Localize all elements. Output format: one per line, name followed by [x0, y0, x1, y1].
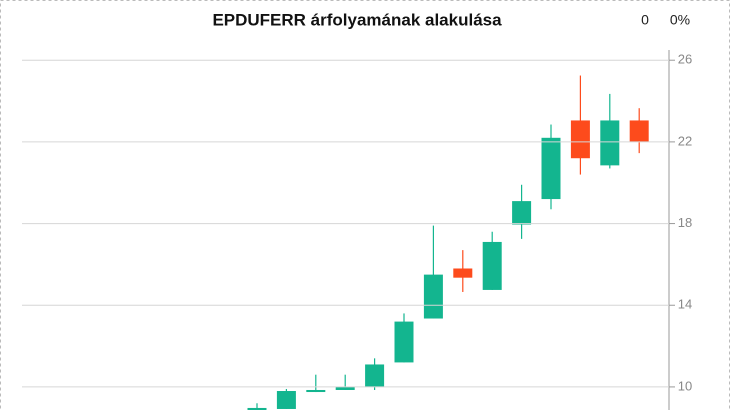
candle-body [394, 321, 414, 363]
y-tick-label: 26 [678, 52, 692, 67]
y-tick-label: 10 [678, 378, 692, 393]
candle-body [306, 389, 326, 393]
y-tick-label: 22 [678, 133, 692, 148]
candle-body [453, 268, 473, 278]
y-tick-label: 14 [678, 297, 692, 312]
candle-body [629, 120, 649, 142]
chart-title: EPDUFERR árfolyamának alakulása [212, 10, 502, 29]
y-tick-label: 18 [678, 215, 692, 230]
candle-body [482, 241, 502, 290]
candle-body [541, 137, 561, 200]
candle-body [512, 201, 532, 225]
candle-body [276, 391, 296, 409]
change-percent: 0% [670, 12, 690, 28]
candle-body [423, 274, 443, 319]
candles [247, 75, 649, 410]
candle-body [600, 120, 620, 166]
candle-body [365, 364, 385, 387]
change: 0 [641, 12, 649, 28]
candle-body [570, 120, 590, 159]
candle-body [335, 386, 355, 390]
candle-body [247, 407, 267, 410]
